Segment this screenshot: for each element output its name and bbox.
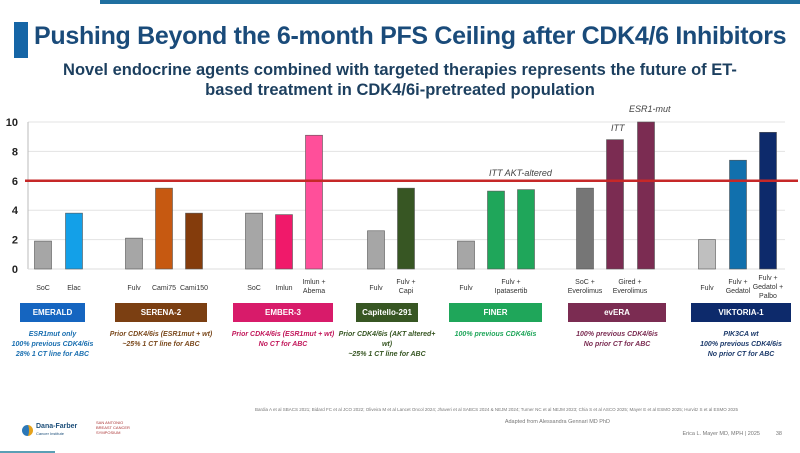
bar [125, 237, 143, 270]
bar [637, 121, 655, 270]
title-accent [14, 22, 28, 58]
adapted-credit: Adapted from Alessandra Gennari MD PhD [504, 419, 610, 425]
trial-label: FINER [449, 303, 542, 322]
bar [155, 187, 173, 270]
trial-label: EMBER-3 [233, 303, 333, 322]
page-title: Pushing Beyond the 6-month PFS Ceiling a… [34, 22, 787, 50]
top-bar [100, 0, 800, 4]
x-tick-label: Capi [399, 288, 414, 295]
trial-note: Prior CDK4/6is (ESR1mut + wt) No CT for … [231, 331, 335, 348]
bar [367, 230, 385, 270]
x-tick-label: Elac [67, 285, 81, 292]
annotation: ITT [611, 123, 626, 133]
bar [698, 239, 716, 270]
bar [275, 214, 293, 270]
bottom-bar [0, 451, 55, 453]
bar [606, 139, 624, 270]
x-tick-label: Imlun [275, 285, 292, 292]
bar [457, 240, 475, 270]
dana-farber-logo: Dana-Farber Cancer Institute [22, 423, 77, 437]
x-tick-label: Gedatol [726, 288, 751, 295]
author-credit: Erica L. Mayer MD, MPH | 2025 [682, 431, 760, 437]
trial-label: VIKTORIA-1 [691, 303, 791, 322]
bar [34, 240, 52, 270]
x-tick-label: Palbo [759, 293, 777, 300]
y-tick-label: 0 [12, 264, 18, 276]
trial-note: ESR1mut only 100% previous CDK4/6is 28% … [11, 331, 94, 358]
bar [305, 134, 323, 270]
bar [517, 189, 535, 270]
x-tick-label: Cami75 [152, 285, 176, 292]
x-tick-label: SoC + [575, 279, 595, 286]
bar [487, 190, 505, 270]
trial-label: evERA [568, 303, 666, 322]
y-tick-label: 10 [6, 117, 18, 129]
annotation: ITT AKT-altered [489, 168, 553, 178]
y-tick-label: 2 [12, 235, 18, 247]
x-tick-label: SoC [247, 285, 261, 292]
bar [576, 187, 594, 270]
trial-label: EMERALD [20, 303, 85, 322]
trial-label: SERENA-2 [115, 303, 207, 322]
x-tick-label: Everolimus [613, 288, 648, 295]
x-tick-label: Abema [303, 288, 325, 295]
trial-note: 100% previous CDK4/6is No prior CT for A… [576, 331, 658, 348]
x-tick-label: Imlun + [302, 279, 325, 286]
x-tick-label: Fulv + [501, 279, 520, 286]
x-tick-label: Everolimus [568, 288, 603, 295]
page-subtitle: Novel endocrine agents combined with tar… [63, 61, 737, 99]
x-tick-label: Gired + [618, 279, 641, 286]
x-tick-label: Fulv + [728, 279, 747, 286]
x-tick-label: Fulv [369, 285, 383, 292]
bar [185, 212, 203, 270]
bar [65, 212, 83, 270]
x-tick-label: Ipatasertib [495, 288, 528, 295]
x-tick-label: Fulv + [396, 279, 415, 286]
bar [397, 187, 415, 270]
bar [729, 159, 747, 270]
x-tick-label: Fulv + [758, 275, 777, 282]
trial-note: Prior CDK4/6is (ESR1mut + wt) ~25% 1 CT … [109, 331, 213, 348]
trial-note: 100% previous CDK4/6is [454, 331, 537, 338]
references: Bardia A et al SBACS 2021; Bidard FC et … [255, 407, 738, 412]
y-tick-label: 6 [12, 176, 18, 188]
trial-note: Prior CDK4/6is (AKT altered+ wt) ~25% 1 … [338, 331, 436, 358]
y-tick-label: 8 [12, 146, 18, 158]
trial-note: PIK3CA wt 100% previous CDK4/6is No prio… [700, 331, 782, 358]
bar [245, 212, 263, 270]
x-tick-label: Fulv [700, 285, 714, 292]
annotation: ESR1-mut [629, 104, 671, 114]
x-tick-label: Fulv [127, 285, 141, 292]
x-tick-label: Gedatol + [753, 284, 784, 291]
x-tick-label: Fulv [459, 285, 473, 292]
x-tick-label: Cami150 [180, 285, 208, 292]
sabcs-logo: SAN ANTONIO BREAST CANCER SYMPOSIUM [96, 420, 130, 435]
x-tick-label: SoC [36, 285, 50, 292]
trial-label: Capitello-291 [356, 303, 418, 322]
bar [759, 131, 777, 270]
page-number: 38 [775, 431, 782, 437]
y-tick-label: 4 [12, 205, 19, 217]
